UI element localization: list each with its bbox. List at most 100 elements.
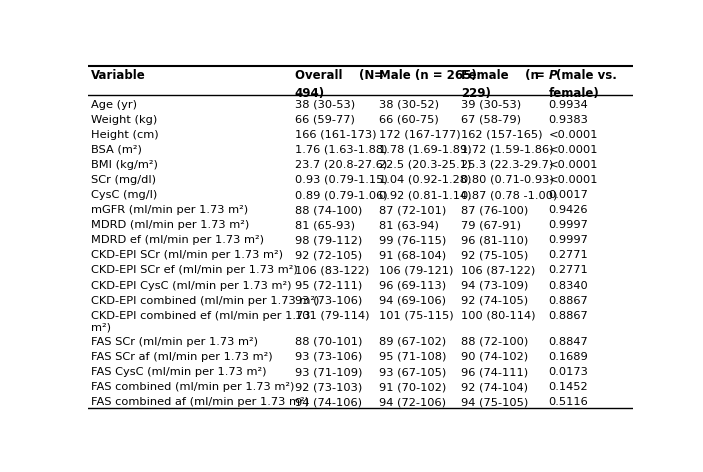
Text: 67 (58-79): 67 (58-79) <box>461 115 521 125</box>
Text: FAS combined (ml/min per 1.73 m²): FAS combined (ml/min per 1.73 m²) <box>91 382 294 392</box>
Text: 0.2771: 0.2771 <box>548 250 588 261</box>
Text: 0.9997: 0.9997 <box>548 220 588 230</box>
Text: 0.89 (0.79-1.06): 0.89 (0.79-1.06) <box>295 190 387 200</box>
Text: 106 (79-121): 106 (79-121) <box>380 265 453 276</box>
Text: 0.8867: 0.8867 <box>548 295 588 305</box>
Text: 23.7 (20.8-27.6): 23.7 (20.8-27.6) <box>295 160 387 170</box>
Text: 91 (70-102): 91 (70-102) <box>380 382 446 392</box>
Text: FAS SCr (ml/min per 1.73 m²): FAS SCr (ml/min per 1.73 m²) <box>91 337 257 347</box>
Text: 88 (70-101): 88 (70-101) <box>295 337 362 347</box>
Text: 93 (71-109): 93 (71-109) <box>295 367 362 377</box>
Text: <0.0001: <0.0001 <box>548 145 598 155</box>
Text: 96 (69-113): 96 (69-113) <box>380 280 446 291</box>
Text: 100 (80-114): 100 (80-114) <box>461 311 536 320</box>
Text: <0.0001: <0.0001 <box>548 160 598 170</box>
Text: 0.5116: 0.5116 <box>548 397 588 407</box>
Text: 66 (60-75): 66 (60-75) <box>380 115 439 125</box>
Text: CKD-EPI combined ef (ml/min per 1.73
m²): CKD-EPI combined ef (ml/min per 1.73 m²) <box>91 311 310 332</box>
Text: 92 (74-104): 92 (74-104) <box>461 382 528 392</box>
Text: 87 (76-100): 87 (76-100) <box>461 205 529 215</box>
Text: FAS SCr af (ml/min per 1.73 m²): FAS SCr af (ml/min per 1.73 m²) <box>91 352 272 362</box>
Text: CysC (mg/l): CysC (mg/l) <box>91 190 157 200</box>
Text: 0.2771: 0.2771 <box>548 265 588 276</box>
Text: 94 (75-105): 94 (75-105) <box>461 397 529 407</box>
Text: 494): 494) <box>295 87 325 100</box>
Text: 0.9383: 0.9383 <box>548 115 588 125</box>
Text: 0.0173: 0.0173 <box>548 367 588 377</box>
Text: 229): 229) <box>461 87 491 100</box>
Text: 93 (67-105): 93 (67-105) <box>380 367 446 377</box>
Text: 66 (59-77): 66 (59-77) <box>295 115 355 125</box>
Text: SCr (mg/dl): SCr (mg/dl) <box>91 175 155 185</box>
Text: BMI (kg/m²): BMI (kg/m²) <box>91 160 157 170</box>
Text: 22.5 (20.3-25.1): 22.5 (20.3-25.1) <box>380 160 472 170</box>
Text: mGFR (ml/min per 1.73 m²): mGFR (ml/min per 1.73 m²) <box>91 205 247 215</box>
Text: FAS combined af (ml/min per 1.73 m²): FAS combined af (ml/min per 1.73 m²) <box>91 397 309 407</box>
Text: 96 (81-110): 96 (81-110) <box>461 235 529 245</box>
Text: 166 (161-173): 166 (161-173) <box>295 130 376 140</box>
Text: MDRD (ml/min per 1.73 m²): MDRD (ml/min per 1.73 m²) <box>91 220 249 230</box>
Text: =: = <box>535 69 545 82</box>
Text: Weight (kg): Weight (kg) <box>91 115 157 125</box>
Text: MDRD ef (ml/min per 1.73 m²): MDRD ef (ml/min per 1.73 m²) <box>91 235 264 245</box>
Text: 101 (79-114): 101 (79-114) <box>295 311 369 320</box>
Text: Age (yr): Age (yr) <box>91 100 136 110</box>
Text: Male (n = 265): Male (n = 265) <box>380 69 477 82</box>
Text: CKD-EPI SCr ef (ml/min per 1.73 m²): CKD-EPI SCr ef (ml/min per 1.73 m²) <box>91 265 297 276</box>
Text: 106 (87-122): 106 (87-122) <box>461 265 535 276</box>
Text: 1.76 (1.63-1.88): 1.76 (1.63-1.88) <box>295 145 387 155</box>
Text: 92 (73-103): 92 (73-103) <box>295 382 362 392</box>
Text: 95 (71-108): 95 (71-108) <box>380 352 446 362</box>
Text: Variable: Variable <box>91 69 146 82</box>
Text: <0.0001: <0.0001 <box>548 175 598 185</box>
Text: 0.9997: 0.9997 <box>548 235 588 245</box>
Text: 0.8867: 0.8867 <box>548 311 588 320</box>
Text: 1.78 (1.69-1.89): 1.78 (1.69-1.89) <box>380 145 472 155</box>
Text: 88 (72-100): 88 (72-100) <box>461 337 529 347</box>
Text: 94 (74-106): 94 (74-106) <box>295 397 362 407</box>
Text: CKD-EPI combined (ml/min per 1.73 m²): CKD-EPI combined (ml/min per 1.73 m²) <box>91 295 319 305</box>
Text: 0.8847: 0.8847 <box>548 337 588 347</box>
Text: 93 (73-106): 93 (73-106) <box>295 295 362 305</box>
Text: 101 (75-115): 101 (75-115) <box>380 311 454 320</box>
Text: CKD-EPI CysC (ml/min per 1.73 m²): CKD-EPI CysC (ml/min per 1.73 m²) <box>91 280 291 291</box>
Text: <0.0001: <0.0001 <box>548 130 598 140</box>
Text: 90 (74-102): 90 (74-102) <box>461 352 528 362</box>
Text: 93 (73-106): 93 (73-106) <box>295 352 362 362</box>
Text: 0.1452: 0.1452 <box>548 382 588 392</box>
Text: 38 (30-52): 38 (30-52) <box>380 100 439 110</box>
Text: 87 (72-101): 87 (72-101) <box>380 205 446 215</box>
Text: P: P <box>548 69 557 82</box>
Text: Female    (n: Female (n <box>461 69 539 82</box>
Text: 0.9934: 0.9934 <box>548 100 588 110</box>
Text: 0.93 (0.79-1.15): 0.93 (0.79-1.15) <box>295 175 387 185</box>
Text: 0.80 (0.71-0.93): 0.80 (0.71-0.93) <box>461 175 554 185</box>
Text: 96 (74-111): 96 (74-111) <box>461 367 528 377</box>
Text: 94 (73-109): 94 (73-109) <box>461 280 529 291</box>
Text: 92 (74-105): 92 (74-105) <box>461 295 528 305</box>
Text: 88 (74-100): 88 (74-100) <box>295 205 362 215</box>
Text: Overall    (N: Overall (N <box>295 69 374 82</box>
Text: 25.3 (22.3-29.7): 25.3 (22.3-29.7) <box>461 160 553 170</box>
Text: FAS CysC (ml/min per 1.73 m²): FAS CysC (ml/min per 1.73 m²) <box>91 367 266 377</box>
Text: 38 (30-53): 38 (30-53) <box>295 100 355 110</box>
Text: CKD-EPI SCr (ml/min per 1.73 m²): CKD-EPI SCr (ml/min per 1.73 m²) <box>91 250 283 261</box>
Text: 0.0017: 0.0017 <box>548 190 588 200</box>
Text: 0.87 (0.78 -1.00): 0.87 (0.78 -1.00) <box>461 190 557 200</box>
Text: 89 (67-102): 89 (67-102) <box>380 337 446 347</box>
Text: 92 (75-105): 92 (75-105) <box>461 250 529 261</box>
Text: 79 (67-91): 79 (67-91) <box>461 220 521 230</box>
Text: =: = <box>374 69 384 82</box>
Text: 94 (69-106): 94 (69-106) <box>380 295 446 305</box>
Text: BSA (m²): BSA (m²) <box>91 145 141 155</box>
Text: 39 (30-53): 39 (30-53) <box>461 100 521 110</box>
Text: 92 (72-105): 92 (72-105) <box>295 250 362 261</box>
Text: 99 (76-115): 99 (76-115) <box>380 235 446 245</box>
Text: 0.1689: 0.1689 <box>548 352 588 362</box>
Text: Height (cm): Height (cm) <box>91 130 158 140</box>
Text: 98 (79-112): 98 (79-112) <box>295 235 362 245</box>
Text: 95 (72-111): 95 (72-111) <box>295 280 362 291</box>
Text: 162 (157-165): 162 (157-165) <box>461 130 543 140</box>
Text: 81 (63-94): 81 (63-94) <box>380 220 439 230</box>
Text: female): female) <box>548 87 599 100</box>
